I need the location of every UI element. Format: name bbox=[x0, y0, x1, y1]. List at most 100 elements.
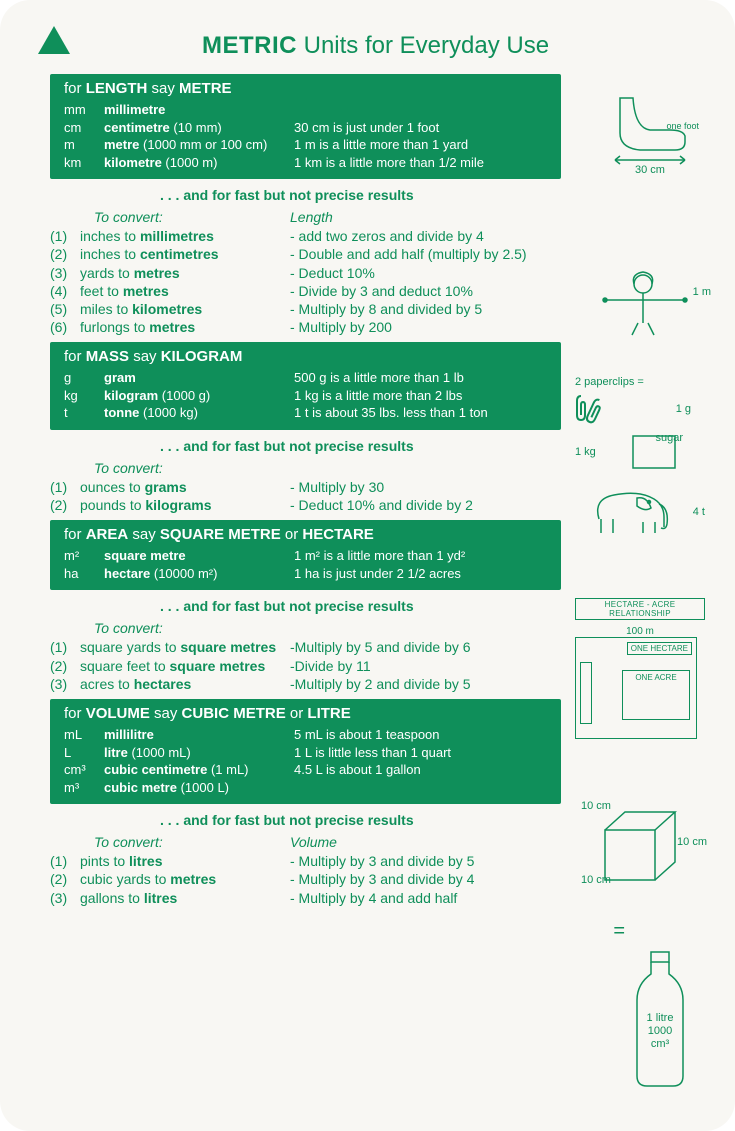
paperclips-title: 2 paperclips = bbox=[575, 376, 705, 388]
unit-abbr: t bbox=[64, 404, 104, 422]
conv-how: -Multiply by 2 and divide by 5 bbox=[290, 675, 561, 693]
bottle-l2: 1000 bbox=[615, 1025, 705, 1038]
conv-from: furlongs to metres bbox=[80, 318, 290, 336]
paperclips-g: 1 g bbox=[625, 403, 705, 415]
conv-how: -Multiply by 5 and divide by 6 bbox=[290, 638, 561, 656]
unit-name: cubic metre (1000 L) bbox=[104, 779, 294, 797]
unit-abbr: L bbox=[64, 744, 104, 762]
section-header: for MASS say KILOGRAM bbox=[64, 348, 547, 365]
conv-num: (2) bbox=[50, 496, 80, 514]
unit-name: litre (1000 mL) bbox=[104, 744, 294, 762]
title-rest: Units for Everyday Use bbox=[304, 32, 549, 59]
unit-abbr: g bbox=[64, 369, 104, 387]
convert-col-label bbox=[290, 460, 561, 476]
unit-abbr: cm³ bbox=[64, 761, 104, 779]
conv-from: inches to millimetres bbox=[80, 227, 290, 245]
unit-name: kilometre (1000 m) bbox=[104, 154, 294, 172]
conversion-row: (3) acres to hectares -Multiply by 2 and… bbox=[50, 675, 561, 693]
unit-name: tonne (1000 kg) bbox=[104, 404, 294, 422]
hectare-box: ONE HECTARE bbox=[627, 642, 692, 655]
unit-name: gram bbox=[104, 369, 294, 387]
unit-note: 1 ha is just under 2 1/2 acres bbox=[294, 565, 547, 583]
convert-block: To convert:(1) ounces to grams - Multipl… bbox=[50, 460, 561, 514]
unit-note: 500 g is a little more than 1 lb bbox=[294, 369, 547, 387]
unit-note: 4.5 L is about 1 gallon bbox=[294, 761, 547, 779]
unit-row: mL millilitre 5 mL is about 1 teaspoon bbox=[64, 726, 547, 744]
unit-note: 1 t is about 35 lbs. less than 1 ton bbox=[294, 404, 547, 422]
conv-how: - Deduct 10% bbox=[290, 264, 561, 282]
conv-from: inches to centimetres bbox=[80, 245, 290, 263]
unit-abbr: m bbox=[64, 136, 104, 154]
foot-label: one foot bbox=[666, 122, 699, 131]
hectare-100m: 100 m bbox=[575, 626, 705, 637]
conv-how: - Deduct 10% and divide by 2 bbox=[290, 496, 561, 514]
unit-abbr: cm bbox=[64, 119, 104, 137]
hectare-illus: HECTARE - ACRE RELATIONSHIP 100 m ONE HE… bbox=[575, 598, 705, 739]
unit-note: 1 L is little less than 1 quart bbox=[294, 744, 547, 762]
unit-note bbox=[294, 779, 547, 797]
conv-how: - Multiply by 200 bbox=[290, 318, 561, 336]
conv-num: (6) bbox=[50, 318, 80, 336]
sugar-kg: 1 kg bbox=[575, 446, 596, 458]
unit-abbr: m² bbox=[64, 547, 104, 565]
conv-from: ounces to grams bbox=[80, 478, 290, 496]
conv-from: yards to metres bbox=[80, 264, 290, 282]
unit-abbr: m³ bbox=[64, 779, 104, 797]
conv-num: (1) bbox=[50, 852, 80, 870]
conv-num: (1) bbox=[50, 638, 80, 656]
conversion-row: (2) square feet to square metres -Divide… bbox=[50, 657, 561, 675]
sugar-word: sugar bbox=[655, 432, 683, 444]
conv-from: feet to metres bbox=[80, 282, 290, 300]
unit-row: kg kilogram (1000 g) 1 kg is a little mo… bbox=[64, 387, 547, 405]
foot-30cm: 30 cm bbox=[595, 164, 705, 176]
cube-b: 10 cm bbox=[677, 836, 707, 848]
conv-num: (2) bbox=[50, 870, 80, 888]
conversion-row: (1) ounces to grams - Multiply by 30 bbox=[50, 478, 561, 496]
conv-how: - Multiply by 30 bbox=[290, 478, 561, 496]
arms-label: 1 m bbox=[693, 286, 711, 298]
unit-row: g gram 500 g is a little more than 1 lb bbox=[64, 369, 547, 387]
arms-illus: 1 m bbox=[585, 268, 705, 338]
conv-how: - Multiply by 8 and divided by 5 bbox=[290, 300, 561, 318]
unit-row: m metre (1000 mm or 100 cm) 1 m is a lit… bbox=[64, 136, 547, 154]
conversion-row: (3) yards to metres - Deduct 10% bbox=[50, 264, 561, 282]
unit-row: t tonne (1000 kg) 1 t is about 35 lbs. l… bbox=[64, 404, 547, 422]
unit-note: 1 m² is a little more than 1 yd² bbox=[294, 547, 547, 565]
convert-col-label: Volume bbox=[290, 834, 561, 850]
convert-block: To convert:Length(1) inches to millimetr… bbox=[50, 209, 561, 336]
conv-from: acres to hectares bbox=[80, 675, 290, 693]
unit-abbr: km bbox=[64, 154, 104, 172]
section-box: for VOLUME say CUBIC METRE or LITREmL mi… bbox=[50, 699, 561, 804]
conversion-row: (5) miles to kilometres - Multiply by 8 … bbox=[50, 300, 561, 318]
convert-block: To convert:Volume (1) pints to litres - M… bbox=[50, 834, 561, 907]
conversion-row: (3) gallons to litres - Multiply by 4 an… bbox=[50, 889, 561, 907]
unit-abbr: mm bbox=[64, 101, 104, 119]
section-box: for MASS say KILOGRAM g gram 500 g is a l… bbox=[50, 342, 561, 430]
unit-note: 1 kg is a little more than 2 lbs bbox=[294, 387, 547, 405]
conv-from: square yards to square metres bbox=[80, 638, 290, 656]
conv-from: miles to kilometres bbox=[80, 300, 290, 318]
unit-row: m² square metre 1 m² is a little more th… bbox=[64, 547, 547, 565]
conv-num: (1) bbox=[50, 478, 80, 496]
conv-from: square feet to square metres bbox=[80, 657, 290, 675]
conv-from: cubic yards to metres bbox=[80, 870, 290, 888]
conversion-row: (1) inches to millimetres - add two zero… bbox=[50, 227, 561, 245]
section-header: for AREA say SQUARE METRE or HECTARE bbox=[64, 526, 547, 543]
elephant-t: 4 t bbox=[693, 506, 705, 518]
bottle-l1: 1 litre bbox=[615, 1012, 705, 1025]
title-bold: METRIC bbox=[202, 32, 297, 59]
conv-num: (2) bbox=[50, 245, 80, 263]
conv-num: (4) bbox=[50, 282, 80, 300]
section-box: for AREA say SQUARE METRE or HECTARE m² s… bbox=[50, 520, 561, 590]
conv-how: - add two zeros and divide by 4 bbox=[290, 227, 561, 245]
to-convert-label: To convert: bbox=[94, 834, 290, 850]
unit-name: centimetre (10 mm) bbox=[104, 119, 294, 137]
conv-from: pounds to kilograms bbox=[80, 496, 290, 514]
equals-sign: = bbox=[613, 920, 625, 943]
section-box: for LENGTH say METREmm millimetre cm cen… bbox=[50, 74, 561, 179]
acre-box: ONE ACRE bbox=[623, 671, 689, 684]
conversion-row: (1) pints to litres - Multiply by 3 and … bbox=[50, 852, 561, 870]
conv-num: (3) bbox=[50, 889, 80, 907]
unit-name: hectare (10000 m²) bbox=[104, 565, 294, 583]
unit-row: L litre (1000 mL) 1 L is little less tha… bbox=[64, 744, 547, 762]
